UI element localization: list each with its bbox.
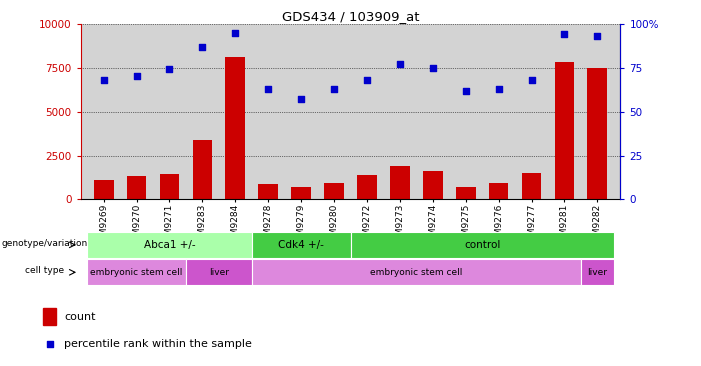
- Text: liver: liver: [587, 268, 607, 277]
- Point: [98, 77, 109, 83]
- Point: [131, 74, 142, 79]
- Bar: [489, 183, 508, 199]
- Point: [44, 341, 55, 347]
- Point: [296, 96, 307, 102]
- Text: liver: liver: [209, 268, 229, 277]
- Bar: [226, 57, 245, 199]
- Bar: [94, 180, 114, 199]
- Point: [427, 65, 438, 71]
- Point: [394, 61, 405, 67]
- Point: [164, 67, 175, 72]
- Bar: [87, 259, 186, 285]
- Bar: [259, 184, 278, 199]
- Bar: [581, 259, 614, 285]
- Point: [493, 86, 504, 92]
- Point: [329, 86, 340, 92]
- Point: [559, 31, 570, 37]
- Bar: [127, 176, 147, 199]
- Text: embryonic stem cell: embryonic stem cell: [90, 268, 183, 277]
- Text: Cdk4 +/-: Cdk4 +/-: [278, 240, 324, 250]
- Bar: [193, 140, 212, 199]
- Text: percentile rank within the sample: percentile rank within the sample: [64, 339, 252, 349]
- Bar: [291, 187, 311, 199]
- Bar: [587, 68, 607, 199]
- Point: [263, 86, 274, 92]
- Text: embryonic stem cell: embryonic stem cell: [370, 268, 463, 277]
- Bar: [456, 187, 475, 199]
- Bar: [87, 232, 252, 258]
- Bar: [186, 259, 252, 285]
- Bar: [160, 174, 179, 199]
- Point: [526, 77, 537, 83]
- Bar: [390, 166, 410, 199]
- Text: cell type: cell type: [25, 266, 64, 276]
- Bar: [554, 63, 574, 199]
- Text: control: control: [464, 240, 501, 250]
- Point: [230, 30, 241, 36]
- Point: [361, 77, 372, 83]
- Point: [197, 44, 208, 49]
- Bar: [252, 259, 581, 285]
- Text: Abca1 +/-: Abca1 +/-: [144, 240, 196, 250]
- Bar: [350, 232, 614, 258]
- Point: [460, 87, 471, 93]
- Text: count: count: [64, 311, 96, 321]
- Bar: [324, 183, 344, 199]
- Bar: [522, 173, 541, 199]
- Bar: [357, 175, 377, 199]
- Bar: [252, 232, 350, 258]
- Title: GDS434 / 103909_at: GDS434 / 103909_at: [282, 10, 419, 23]
- Bar: [43, 308, 56, 325]
- Bar: [423, 171, 442, 199]
- Point: [592, 33, 603, 39]
- Text: genotype/variation: genotype/variation: [1, 239, 88, 248]
